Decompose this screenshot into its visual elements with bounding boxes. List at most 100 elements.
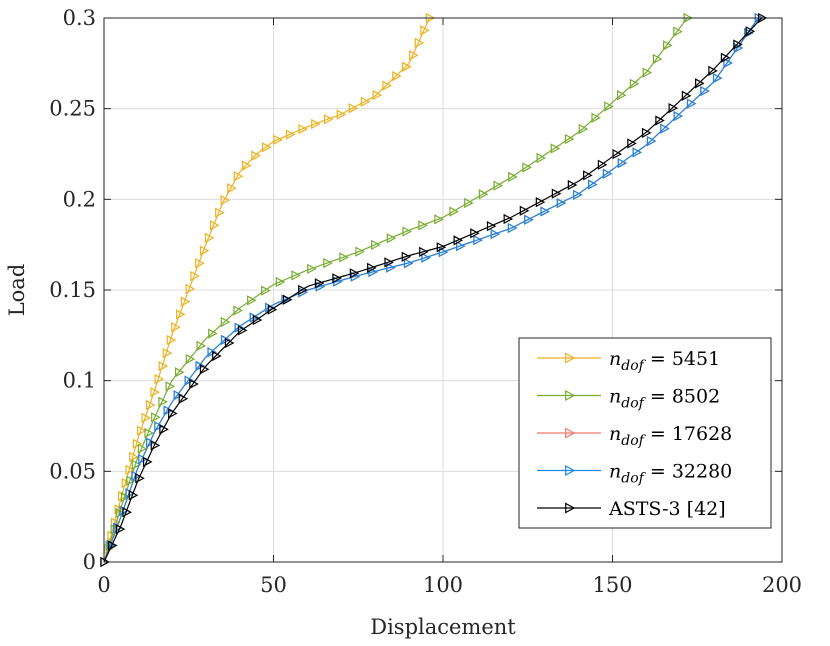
series-marker bbox=[449, 206, 459, 217]
legend-label: ndof = 17628 bbox=[609, 423, 732, 449]
series-marker bbox=[360, 96, 371, 107]
legend-label: ndof = 5451 bbox=[609, 348, 720, 374]
series-5 bbox=[100, 12, 768, 568]
series-marker bbox=[144, 427, 154, 439]
series-marker bbox=[355, 246, 365, 257]
series-marker bbox=[207, 347, 218, 358]
series-marker bbox=[503, 213, 514, 225]
x-tick-label: 50 bbox=[260, 573, 287, 597]
series-marker bbox=[132, 438, 143, 449]
series-marker bbox=[135, 473, 145, 484]
series-marker bbox=[237, 325, 248, 336]
series-marker bbox=[158, 396, 168, 407]
series-marker bbox=[720, 52, 731, 63]
series-marker bbox=[695, 78, 705, 89]
series-marker bbox=[686, 98, 697, 109]
legend-item: ndof = 5451 bbox=[537, 348, 720, 374]
series-marker bbox=[199, 364, 210, 375]
y-tick-label: 0.25 bbox=[49, 97, 96, 121]
series-marker bbox=[663, 40, 673, 51]
legend-marker bbox=[565, 464, 576, 477]
series-marker bbox=[419, 246, 429, 258]
series-marker bbox=[641, 127, 652, 138]
series-marker bbox=[189, 378, 199, 390]
series-marker bbox=[261, 285, 271, 296]
series-marker bbox=[339, 252, 349, 263]
series-marker bbox=[588, 179, 598, 190]
series-marker bbox=[602, 168, 613, 179]
series-marker bbox=[131, 459, 142, 470]
series-marker bbox=[597, 159, 608, 170]
series-marker bbox=[745, 26, 756, 37]
series-marker bbox=[117, 491, 128, 502]
series-marker bbox=[578, 123, 589, 135]
series-marker bbox=[121, 477, 132, 489]
series-marker bbox=[115, 523, 126, 535]
y-axis-label: Load bbox=[5, 264, 29, 317]
series-marker bbox=[233, 305, 243, 316]
series-marker bbox=[564, 133, 575, 145]
legend-marker bbox=[565, 389, 576, 402]
y-tick-label: 0.3 bbox=[63, 6, 96, 30]
series-marker bbox=[108, 540, 118, 551]
legend-item: ndof = 17628 bbox=[537, 423, 732, 449]
series-marker bbox=[464, 197, 474, 209]
series-marker bbox=[744, 27, 754, 39]
series-marker bbox=[583, 170, 593, 181]
series-marker bbox=[401, 61, 412, 72]
series-marker bbox=[436, 242, 447, 253]
series-marker bbox=[122, 507, 132, 518]
series-marker bbox=[142, 456, 153, 467]
series-marker bbox=[632, 147, 643, 158]
series-marker bbox=[646, 135, 657, 147]
series-marker bbox=[402, 226, 412, 237]
series-marker bbox=[535, 197, 546, 208]
ticks: 0 50 100 150 200 0 0.05 0.1 0.15 0.2 0.25 0.3 bbox=[49, 6, 802, 597]
series-marker bbox=[251, 150, 261, 161]
series-marker bbox=[733, 39, 743, 50]
series-marker bbox=[627, 138, 637, 149]
series-2 bbox=[100, 12, 694, 568]
series-marker bbox=[490, 228, 501, 240]
series-marker bbox=[371, 239, 381, 251]
series-marker bbox=[126, 475, 136, 486]
series-marker bbox=[642, 67, 653, 78]
series-layer bbox=[100, 12, 768, 568]
x-axis-label: Displacement bbox=[370, 615, 516, 639]
series-marker bbox=[114, 504, 125, 515]
series-marker bbox=[323, 114, 334, 125]
series-marker bbox=[252, 314, 263, 326]
series-marker bbox=[392, 71, 402, 82]
series-marker bbox=[612, 148, 623, 160]
series-marker bbox=[349, 268, 360, 279]
series-marker bbox=[150, 440, 161, 451]
series-marker bbox=[158, 360, 169, 372]
series-marker bbox=[414, 37, 425, 49]
series-marker bbox=[655, 115, 665, 126]
series-marker bbox=[180, 296, 191, 307]
series-marker bbox=[137, 425, 147, 436]
series-marker bbox=[162, 347, 173, 359]
series-marker bbox=[372, 89, 383, 101]
series-marker bbox=[368, 266, 378, 278]
y-tick-label: 0.1 bbox=[63, 369, 96, 393]
series-marker bbox=[493, 180, 504, 191]
series-marker bbox=[332, 273, 342, 284]
series-marker bbox=[617, 157, 628, 169]
x-tick-label: 100 bbox=[423, 573, 463, 597]
series-marker bbox=[668, 103, 679, 114]
series-marker bbox=[723, 57, 733, 69]
series-marker bbox=[212, 350, 222, 362]
series-marker bbox=[456, 241, 466, 252]
series-marker bbox=[151, 412, 161, 423]
legend-marker bbox=[565, 427, 576, 439]
series-marker bbox=[453, 235, 464, 246]
x-tick-label: 150 bbox=[592, 573, 632, 597]
series-marker bbox=[233, 171, 244, 182]
series-marker bbox=[314, 278, 325, 289]
series-marker bbox=[298, 123, 308, 135]
series-marker bbox=[199, 245, 210, 256]
series-marker bbox=[507, 222, 518, 234]
series-marker bbox=[154, 373, 165, 385]
legend-marker bbox=[565, 352, 576, 364]
